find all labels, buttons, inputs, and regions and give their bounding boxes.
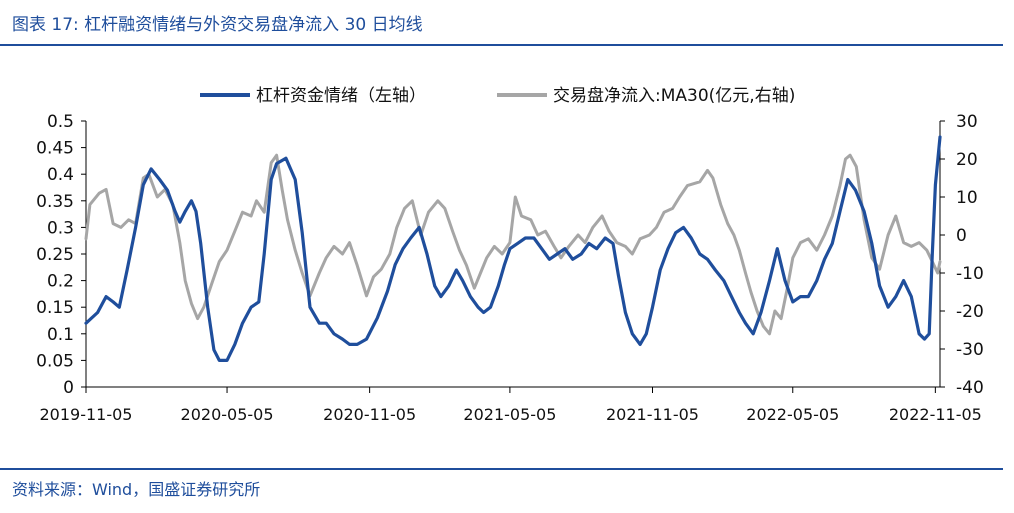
x-tick-label: 2021-05-05: [463, 405, 556, 424]
y-right-tick-label: -40: [956, 378, 984, 398]
x-tick-label: 2021-11-05: [606, 405, 699, 424]
legend: 杠杆资金情绪（左轴） 交易盘净流入:MA30(亿元,右轴): [200, 86, 795, 106]
source-note: 资料来源：Wind，国盛证券研究所: [12, 480, 261, 499]
y-left-tick-label: 0.25: [36, 245, 74, 265]
y-right-tick-label: 10: [956, 188, 978, 208]
series-line-leverage-sentiment: [84, 135, 942, 362]
y-right-tick-label: 0: [956, 226, 967, 246]
y-left-tick-label: 0.4: [47, 165, 74, 185]
y-left-tick-label: 0.05: [36, 351, 74, 371]
x-tick-label: 2019-11-05: [40, 405, 133, 424]
y-left-tick-label: 0.45: [36, 139, 74, 159]
figure-title: 图表 17: 杠杆融资情绪与外资交易盘净流入 30 日均线: [12, 15, 423, 35]
legend-label-trading-inflow-ma30: 交易盘净流入:MA30(亿元,右轴): [553, 86, 795, 106]
axes: 0 0.05 0.1 0.15 0.2 0.25 0.3 0.35 0.4 0.45 0.5 -40 -…: [36, 112, 984, 424]
x-tick-label: 2020-11-05: [323, 405, 416, 424]
y-left-tick-label: 0.5: [47, 112, 74, 132]
y-right-tick-label: 30: [956, 112, 978, 132]
x-tick-label: 2022-05-05: [746, 405, 839, 424]
x-tick-label: 2020-05-05: [181, 405, 274, 424]
y-left-tick-label: 0.1: [47, 325, 74, 345]
legend-label-leverage-sentiment: 杠杆资金情绪（左轴）: [256, 86, 426, 106]
y-right-tick-label: -20: [956, 302, 984, 322]
title-rule: [0, 44, 1003, 46]
y-left-tick-label: 0.35: [36, 192, 74, 212]
y-left-tick-label: 0: [63, 378, 74, 398]
y-left-tick-label: 0.15: [36, 298, 74, 318]
y-left-tick-label: 0.3: [47, 218, 74, 238]
y-right-tick-label: -10: [956, 264, 984, 284]
series-layer: [84, 135, 942, 362]
y-right-tick-label: 20: [956, 150, 978, 170]
y-left-tick-label: 0.2: [47, 272, 74, 292]
x-tick-label: 2022-11-05: [889, 405, 982, 424]
source-rule: [0, 468, 1003, 470]
series-line-trading-inflow-ma30: [84, 153, 942, 336]
y-right-tick-label: -30: [956, 340, 984, 360]
